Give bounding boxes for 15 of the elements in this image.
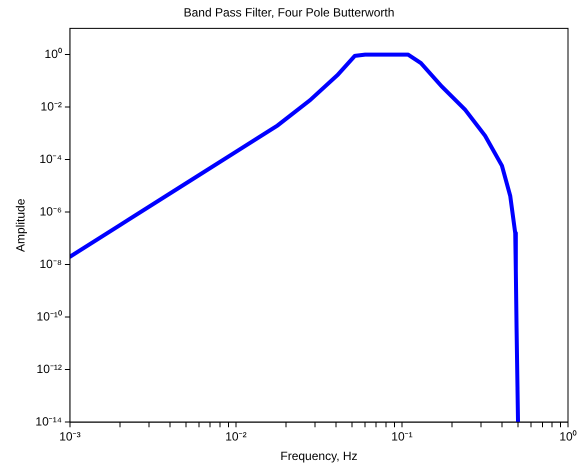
x-tick-label: 10⁰ [559,430,577,444]
y-tick-label: 10⁻¹² [36,362,62,376]
y-tick-label: 10⁻⁶ [40,204,62,218]
y-tick-label: 10⁻² [40,99,62,114]
y-tick-label: 10⁻⁸ [39,256,62,271]
x-tick-label: 10⁻² [225,430,247,444]
x-tick-label: 10⁻¹ [391,430,413,444]
chart-title: Band Pass Filter, Four Pole Butterworth [184,6,394,20]
y-axis-title: Amplitude [14,198,28,252]
x-tick-label: 10⁻³ [59,430,81,444]
y-tick-label: 10⁻¹⁰ [36,310,62,324]
y-tick-label: 10⁰ [44,46,62,61]
x-axis-title: Frequency, Hz [280,449,358,464]
y-tick-label: 10⁻¹⁴ [35,414,62,429]
y-tick-label: 10⁻⁴ [39,152,62,166]
